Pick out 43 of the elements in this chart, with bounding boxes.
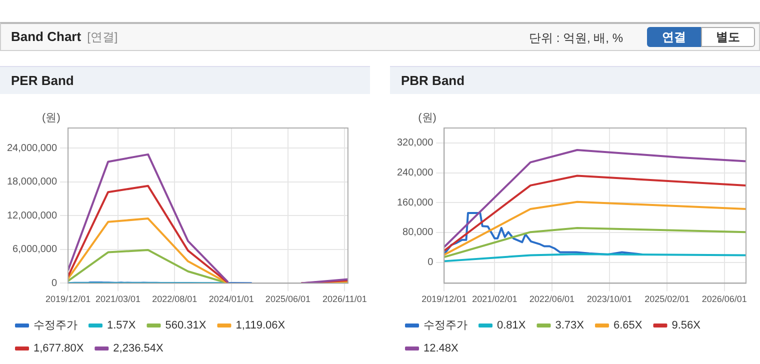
text: Band Chart: [11, 29, 82, 44]
y-tick-label: 6,000,000: [12, 244, 58, 256]
x-tick-label: 2021/03/01: [95, 294, 140, 304]
x-tick-label: 2025/02/01: [644, 294, 690, 304]
y-tick-label: 160,000: [396, 197, 434, 208]
x-tick-label: 2026/06/01: [702, 294, 747, 304]
y-tick-label: 320,000: [396, 138, 434, 149]
text: 별도: [701, 27, 755, 47]
legend-label: 6.65X: [613, 320, 643, 332]
y-tick-label: 80,000: [402, 227, 434, 238]
legend-label: 1,119.06X: [236, 320, 286, 332]
y-tick-label: 18,000,000: [6, 176, 58, 188]
text: [연결]: [87, 30, 118, 44]
x-tick-label: 2019/12/01: [46, 294, 91, 304]
x-tick-label: 2022/08/01: [152, 294, 198, 304]
legend-label: 12.48X: [424, 342, 460, 355]
y-axis-title: (원): [42, 112, 60, 124]
x-tick-label: 2023/10/01: [586, 294, 632, 304]
x-tick-label: 2024/01/01: [208, 294, 254, 304]
chart-title: PER Band: [0, 66, 370, 94]
y-tick-label: 0: [51, 278, 58, 289]
legend-label: 1.57X: [107, 320, 136, 332]
legend-label: 2,236.54X: [113, 342, 164, 355]
legend-label: 1,677.80X: [34, 342, 84, 355]
legend-label: 수정주가: [424, 320, 468, 332]
legend-label: 수정주가: [34, 320, 78, 332]
y-tick-label: 0: [428, 257, 434, 268]
x-tick-label: 2019/12/01: [422, 294, 467, 304]
legend-label: 9.56X: [672, 320, 702, 332]
legend-label: 0.81X: [497, 320, 526, 332]
y-axis-title: (원): [418, 112, 436, 124]
legend-label: 3.73X: [555, 320, 585, 332]
x-tick-label: 2022/06/01: [529, 294, 574, 304]
x-tick-label: 2026/11/01: [322, 294, 367, 304]
y-tick-label: 240,000: [396, 168, 434, 179]
text: 연결: [647, 27, 701, 47]
y-tick-label: 24,000,000: [6, 142, 58, 154]
x-tick-label: 2021/02/01: [472, 294, 518, 304]
text: 단위 : 억원, 배, %: [528, 30, 623, 47]
x-tick-label: 2025/06/01: [265, 294, 310, 304]
y-tick-label: 12,000,000: [6, 210, 58, 222]
legend-label: 560.31X: [165, 320, 207, 332]
chart-title: PBR Band: [390, 66, 760, 94]
